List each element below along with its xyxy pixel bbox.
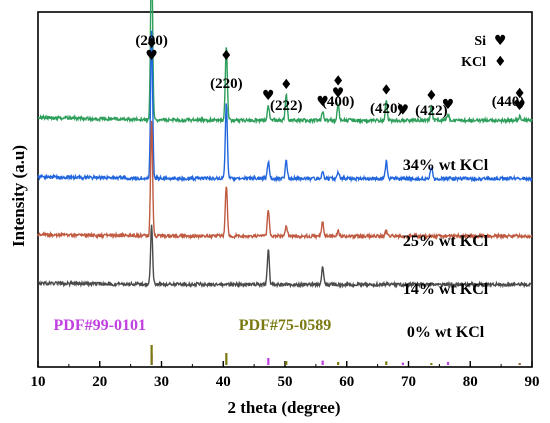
series-label: 14% wt KCl [403,281,489,298]
peak-label: (222) [270,98,303,114]
reference-label: PDF#99-0101 [54,317,146,334]
diamond-marker: ♦ [145,36,158,52]
plot-area: 10 20 30 40 50 60 70 80 90 34% wt KCl 25% wt KCl 14… [31,0,540,390]
x-tick-label: 80 [463,374,478,390]
diamond-marker: ♦ [513,86,526,102]
spectrum-line [38,224,533,289]
x-tick-label: 90 [525,374,540,390]
heart-marker: ♥ [513,98,526,114]
x-tick-label: 20 [92,374,107,390]
x-tick-label: 10 [31,374,46,390]
series-label: 0% wt KCl [407,324,485,341]
diamond-marker: ♦ [380,83,393,99]
plot-frame [37,11,533,368]
x-tick-label: 60 [339,374,354,390]
heart-marker: ♥ [316,94,329,110]
legend-label: KCl [461,55,486,70]
diamond-marker: ♦ [280,77,293,93]
heart-marker: ♥ [262,88,275,104]
y-axis-label: Intensity (a.u) [9,145,28,247]
x-tick-label: 30 [154,374,169,390]
peak-label: (400) [322,94,355,110]
x-tick-label: 70 [401,374,416,390]
diamond-marker: ♦ [220,48,233,64]
x-axis-label: 2 theta (degree) [228,398,341,417]
peak-label: (420) [370,101,403,117]
series-label: 25% wt KCl [403,233,489,250]
peak-label: (220) [210,76,243,92]
spectrum-line [37,30,533,183]
peak-label: (422) [415,103,448,119]
series-label: 34% wt KCl [403,157,489,174]
spectrum-line [37,0,533,125]
heart-legend-icon: ♥ [494,33,507,49]
legend-label: Si [474,34,486,49]
heart-marker: ♥ [145,48,158,64]
diamond-legend-icon: ♦ [494,54,507,70]
diamond-marker: ♦ [332,73,345,89]
diamond-marker: ♦ [425,88,438,104]
spectrum-line [37,120,533,241]
heart-marker: ♥ [332,85,345,101]
x-tick-label: 40 [216,374,231,390]
peak-label: (200) [135,33,168,49]
x-tick-label: 50 [278,374,293,390]
heart-marker: ♥ [442,97,455,113]
reference-label: PDF#75-0589 [239,317,331,334]
peak-label: (440) [492,94,525,110]
heart-marker: ♥ [397,102,410,118]
